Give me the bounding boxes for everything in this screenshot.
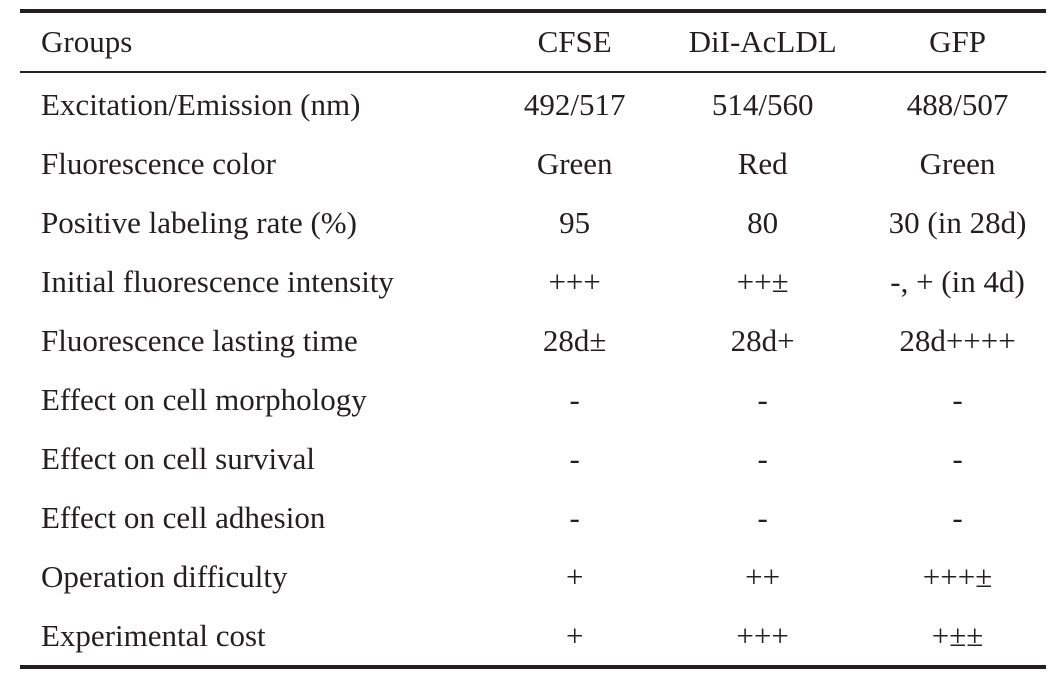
- cell-gfp: Green: [919, 146, 996, 181]
- row-label: Initial fluorescence intensity: [41, 264, 394, 299]
- row-label: Fluorescence lasting time: [41, 323, 358, 358]
- header-row: Groups CFSE DiI-AcLDL GFP: [20, 11, 1046, 72]
- cell-cfse: +: [565, 618, 584, 653]
- comparison-table: Groups CFSE DiI-AcLDL GFP Excitation/Emi…: [20, 9, 1046, 669]
- row-label: Effect on cell adhesion: [41, 500, 326, 535]
- row-label: Effect on cell morphology: [41, 382, 367, 417]
- cell-gfp: 30 (in 28d): [888, 205, 1027, 240]
- row-label: Positive labeling rate (%): [41, 205, 357, 240]
- cell-cfse: -: [569, 441, 580, 476]
- table-row: Experimental cost + +++ +±±: [20, 606, 1046, 667]
- cell-gfp: 28d++++: [899, 323, 1016, 358]
- comparison-table-container: Groups CFSE DiI-AcLDL GFP Excitation/Emi…: [20, 9, 1046, 669]
- cell-dil-acldl: 514/560: [711, 87, 814, 122]
- cell-cfse: Green: [536, 146, 613, 181]
- row-label: Excitation/Emission (nm): [41, 87, 361, 122]
- cell-cfse: -: [569, 500, 580, 535]
- table-row: Positive labeling rate (%) 95 80 30 (in …: [20, 193, 1046, 252]
- cell-dil-acldl: ++±: [736, 264, 789, 299]
- cell-dil-acldl: 80: [747, 205, 779, 240]
- table-row: Effect on cell survival - - -: [20, 429, 1046, 488]
- cell-gfp: +++±: [922, 559, 993, 594]
- cell-gfp: -: [952, 441, 963, 476]
- cell-dil-acldl: ++: [745, 559, 781, 594]
- cell-cfse: 95: [559, 205, 591, 240]
- cell-dil-acldl: -: [757, 441, 768, 476]
- cell-dil-acldl: Red: [737, 146, 788, 181]
- header-groups: Groups: [41, 24, 133, 59]
- cell-gfp: 488/507: [906, 87, 1009, 122]
- cell-cfse: +++: [548, 264, 601, 299]
- table-row: Initial fluorescence intensity +++ ++± -…: [20, 252, 1046, 311]
- cell-gfp: -: [952, 500, 963, 535]
- row-label: Fluorescence color: [41, 146, 276, 181]
- table-row: Fluorescence lasting time 28d± 28d+ 28d+…: [20, 311, 1046, 370]
- table-row: Fluorescence color Green Red Green: [20, 134, 1046, 193]
- header-cfse: CFSE: [537, 24, 612, 59]
- table-row: Effect on cell morphology - - -: [20, 370, 1046, 429]
- table-row: Excitation/Emission (nm) 492/517 514/560…: [20, 72, 1046, 134]
- cell-dil-acldl: 28d+: [730, 323, 795, 358]
- table-row: Operation difficulty + ++ +++±: [20, 547, 1046, 606]
- cell-dil-acldl: +++: [736, 618, 789, 653]
- header-gfp: GFP: [929, 24, 986, 59]
- cell-gfp: +±±: [931, 618, 984, 653]
- cell-dil-acldl: -: [757, 382, 768, 417]
- cell-dil-acldl: -: [757, 500, 768, 535]
- cell-cfse: +: [565, 559, 584, 594]
- cell-cfse: -: [569, 382, 580, 417]
- row-label: Operation difficulty: [41, 559, 288, 594]
- cell-cfse: 28d±: [542, 323, 607, 358]
- row-label: Experimental cost: [41, 618, 266, 653]
- cell-gfp: -: [952, 382, 963, 417]
- cell-cfse: 492/517: [523, 87, 626, 122]
- table-row: Effect on cell adhesion - - -: [20, 488, 1046, 547]
- header-dil-acldl: DiI-AcLDL: [688, 24, 837, 59]
- cell-gfp: -, + (in 4d): [890, 264, 1025, 299]
- row-label: Effect on cell survival: [41, 441, 316, 476]
